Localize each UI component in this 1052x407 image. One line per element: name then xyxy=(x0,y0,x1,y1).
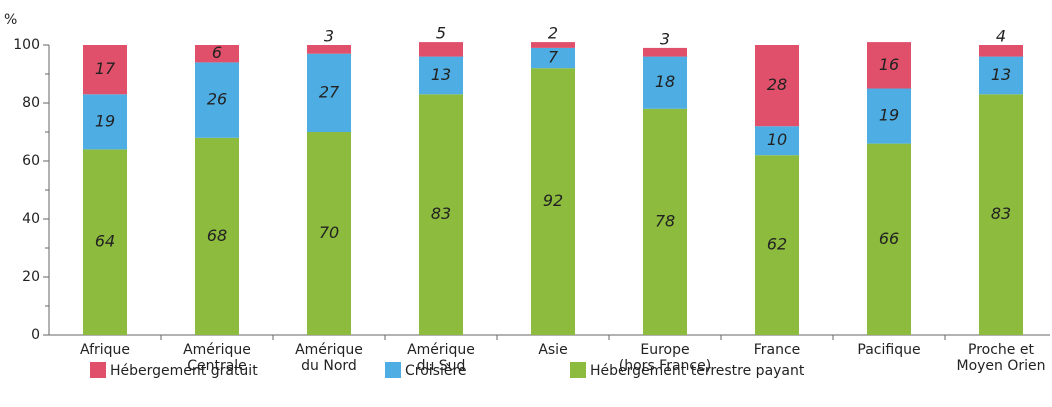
data-label: 64 xyxy=(95,232,115,251)
data-label: 19 xyxy=(95,111,115,130)
bar-segment xyxy=(531,42,575,48)
x-tick-label: Pacifique xyxy=(857,342,920,358)
data-label: 13 xyxy=(431,65,451,84)
x-tick-line: France xyxy=(754,342,801,358)
data-label: 17 xyxy=(95,59,116,78)
bar-segment xyxy=(195,137,239,335)
bar-segment xyxy=(419,94,463,335)
y-tick-label: 100 xyxy=(13,37,40,53)
data-label: 26 xyxy=(207,90,227,109)
x-tick-line: Pacifique xyxy=(857,342,920,358)
bar-segment xyxy=(307,132,351,335)
data-label: 3 xyxy=(660,29,670,48)
x-tick-label: Amérique du Sud xyxy=(407,342,475,374)
bar-segment xyxy=(307,45,351,54)
x-tick-line: Moyen Orien xyxy=(956,358,1045,374)
y-tick-label: 60 xyxy=(22,153,40,169)
data-label: 83 xyxy=(431,204,451,223)
data-label: 27 xyxy=(319,82,340,101)
bar-segment xyxy=(979,56,1023,95)
bar-segment xyxy=(83,45,127,95)
bar-segment xyxy=(755,155,799,335)
data-label: 2 xyxy=(548,24,558,43)
bar-segment xyxy=(755,126,799,156)
bar-segment xyxy=(419,42,463,57)
bar-segment xyxy=(419,56,463,95)
x-tick-line: du Nord xyxy=(301,358,357,374)
x-tick-label: Proche et Moyen Orien xyxy=(956,342,1045,374)
data-label: 4 xyxy=(996,27,1006,46)
x-tick-label: France xyxy=(754,342,801,358)
legend-swatch xyxy=(570,362,586,378)
data-label: 66 xyxy=(879,229,899,248)
x-tick-label: Europe (hors France) xyxy=(619,342,711,374)
y-tick-label: 0 xyxy=(31,327,40,343)
data-label: 5 xyxy=(436,24,446,43)
data-label: 92 xyxy=(543,191,563,210)
x-tick-line: Amérique xyxy=(295,342,363,358)
legend-label: Hébergement gratuit xyxy=(110,363,258,379)
x-tick-line: Asie xyxy=(538,342,567,358)
data-label: 70 xyxy=(319,223,339,242)
data-label: 28 xyxy=(767,75,787,94)
data-label: 18 xyxy=(655,72,675,91)
legend-label: Croisière xyxy=(405,363,467,379)
bar-segment xyxy=(979,45,1023,57)
data-label: 62 xyxy=(767,235,787,254)
bar-segment xyxy=(867,88,911,144)
data-label: 13 xyxy=(991,65,1011,84)
x-tick-line: du Sud xyxy=(417,358,466,374)
x-tick-label: Amérique Centrale xyxy=(183,342,251,374)
x-tick-label: Amérique du Nord xyxy=(295,342,363,374)
data-label: 19 xyxy=(879,106,899,125)
data-label: 3 xyxy=(324,27,334,46)
data-label: 7 xyxy=(548,48,559,67)
bar-segment xyxy=(531,68,575,335)
x-tick-line: Europe xyxy=(640,342,689,358)
data-label: 68 xyxy=(207,226,227,245)
x-tick-label: Asie xyxy=(538,342,567,358)
y-tick-label: 80 xyxy=(22,95,40,111)
bar-segment xyxy=(307,53,351,133)
bar-segment xyxy=(195,62,239,138)
bar-segment xyxy=(979,94,1023,335)
bar-segment xyxy=(531,47,575,69)
bar-segment xyxy=(195,45,239,63)
x-tick-line: Proche et xyxy=(968,342,1034,358)
data-label: 78 xyxy=(655,211,675,230)
x-tick-line: Amérique xyxy=(407,342,475,358)
bar-segment xyxy=(867,143,911,335)
bar-segment xyxy=(867,42,911,89)
legend-swatch xyxy=(385,362,401,378)
bar-segment xyxy=(83,94,127,150)
bar-segment xyxy=(643,108,687,335)
y-tick-label: 20 xyxy=(22,269,40,285)
x-tick-line: Centrale xyxy=(187,358,247,374)
data-label: 83 xyxy=(991,204,1011,223)
x-tick-line: Afrique xyxy=(80,342,130,358)
x-tick-line: (hors France) xyxy=(619,358,711,374)
data-label: 6 xyxy=(212,43,222,62)
x-tick-label: Afrique xyxy=(80,342,130,358)
data-label: 10 xyxy=(767,130,787,149)
bar-segment xyxy=(83,149,127,335)
x-tick-line: Amérique xyxy=(183,342,251,358)
data-label: 16 xyxy=(879,55,899,74)
y-tick-label: 40 xyxy=(22,211,40,227)
bar-segment xyxy=(643,56,687,109)
legend-swatch xyxy=(90,362,106,378)
bar-segment xyxy=(755,45,799,127)
legend-label: Hébergement terrestre payant xyxy=(590,363,805,379)
y-unit: % xyxy=(4,12,17,28)
bar-segment xyxy=(643,47,687,57)
